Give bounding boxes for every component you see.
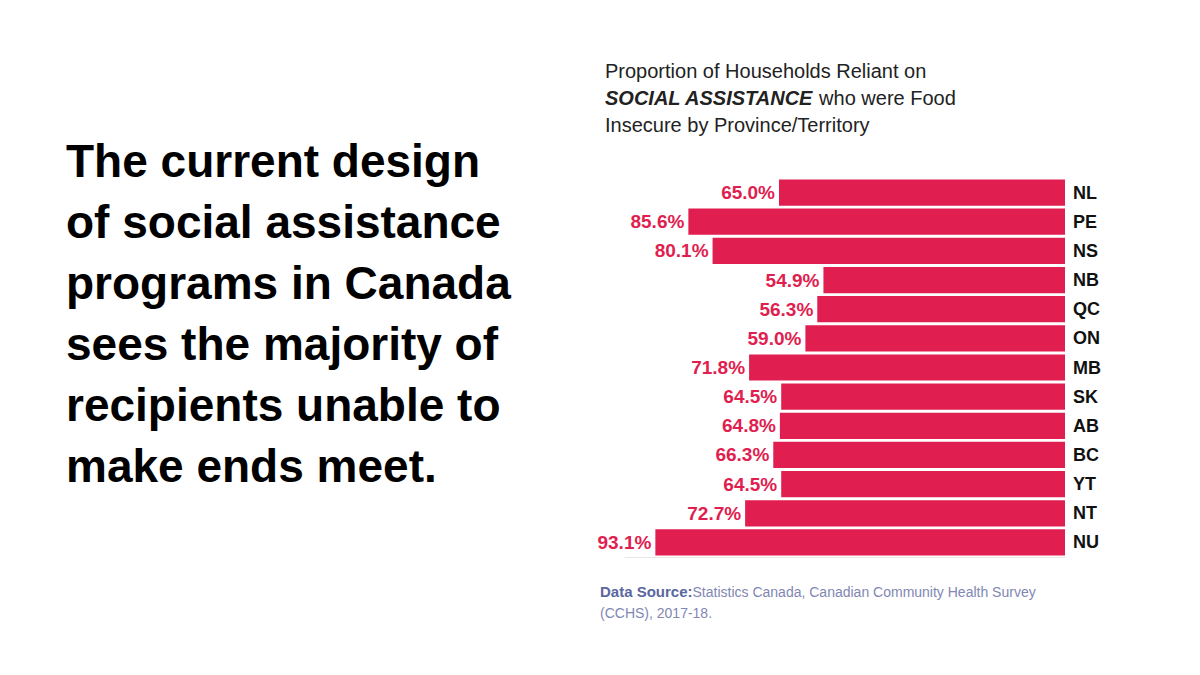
- svg-text:NT: NT: [1073, 503, 1097, 523]
- svg-text:NB: NB: [1073, 270, 1099, 290]
- svg-text:YT: YT: [1073, 474, 1096, 494]
- svg-text:64.8%: 64.8%: [722, 415, 776, 436]
- svg-text:AB: AB: [1073, 416, 1099, 436]
- svg-text:recipients unable to: recipients unable to: [66, 379, 501, 431]
- svg-text:programs in Canada: programs in Canada: [66, 257, 511, 309]
- svg-text:Data Source:: Data Source:: [600, 583, 693, 600]
- svg-text:64.5%: 64.5%: [723, 386, 777, 407]
- svg-text:71.8%: 71.8%: [691, 357, 745, 378]
- svg-text:The current design: The current design: [66, 135, 480, 187]
- svg-text:SK: SK: [1073, 387, 1098, 407]
- svg-text:QC: QC: [1073, 299, 1100, 319]
- svg-text:93.1%: 93.1%: [597, 532, 651, 553]
- svg-text:sees the majority of: sees the majority of: [66, 318, 499, 370]
- svg-text:BC: BC: [1073, 445, 1099, 465]
- svg-text:SOCIAL ASSISTANCE: SOCIAL ASSISTANCE: [605, 87, 813, 109]
- svg-text:65.0%: 65.0%: [721, 182, 775, 203]
- svg-text:NU: NU: [1073, 532, 1099, 552]
- svg-text:who were Food: who were Food: [814, 87, 956, 109]
- svg-text:59.0%: 59.0%: [748, 328, 802, 349]
- svg-text:of social assistance: of social assistance: [66, 196, 501, 248]
- svg-text:Proportion of Households Relia: Proportion of Households Reliant on: [605, 60, 926, 82]
- svg-text:Statistics Canada, Canadian Co: Statistics Canada, Canadian Community He…: [693, 584, 1036, 600]
- svg-text:56.3%: 56.3%: [759, 299, 813, 320]
- svg-text:80.1%: 80.1%: [655, 240, 709, 261]
- svg-text:ON: ON: [1073, 328, 1100, 348]
- svg-text:make ends meet.: make ends meet.: [66, 440, 437, 492]
- svg-text:72.7%: 72.7%: [687, 503, 741, 524]
- svg-text:(CCHS), 2017-18.: (CCHS), 2017-18.: [600, 605, 712, 621]
- svg-text:NL: NL: [1073, 183, 1097, 203]
- svg-text:64.5%: 64.5%: [723, 474, 777, 495]
- svg-text:85.6%: 85.6%: [630, 211, 684, 232]
- svg-text:54.9%: 54.9%: [766, 270, 820, 291]
- svg-text:MB: MB: [1073, 358, 1101, 378]
- svg-text:Insecure by Province/Territory: Insecure by Province/Territory: [605, 114, 870, 136]
- svg-text:66.3%: 66.3%: [715, 444, 769, 465]
- svg-text:PE: PE: [1073, 212, 1097, 232]
- svg-text:NS: NS: [1073, 241, 1098, 261]
